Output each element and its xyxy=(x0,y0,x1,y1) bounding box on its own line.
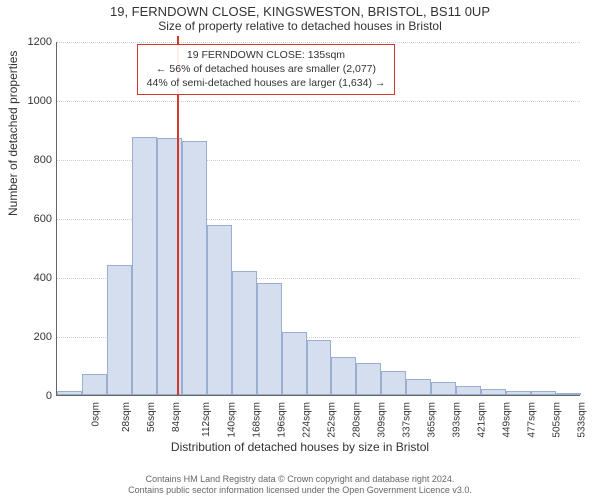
reference-info-box: 19 FERNDOWN CLOSE: 135sqm← 56% of detach… xyxy=(137,44,395,95)
footer-line-2: Contains public sector information licen… xyxy=(0,485,600,496)
histogram-bar xyxy=(307,340,332,395)
histogram-bar xyxy=(431,382,456,395)
page-title: 19, FERNDOWN CLOSE, KINGSWESTON, BRISTOL… xyxy=(0,4,600,19)
histogram-bar xyxy=(107,265,132,395)
x-tick-label: 224sqm xyxy=(302,402,313,438)
infobox-line: ← 56% of detached houses are smaller (2,… xyxy=(144,62,388,76)
histogram-bar xyxy=(481,389,506,395)
histogram-chart: Number of detached properties 19 FERNDOW… xyxy=(0,36,600,444)
infobox-line: 19 FERNDOWN CLOSE: 135sqm xyxy=(144,48,388,62)
x-tick-label: 28sqm xyxy=(121,402,132,432)
x-tick-label: 477sqm xyxy=(526,402,537,438)
x-tick-label: 337sqm xyxy=(401,402,412,438)
infobox-line: 44% of semi-detached houses are larger (… xyxy=(144,76,388,90)
x-tick-label: 252sqm xyxy=(327,402,338,438)
histogram-bar xyxy=(506,391,531,395)
y-axis-title: Number of detached properties xyxy=(6,51,20,216)
x-tick-label: 112sqm xyxy=(201,402,212,437)
y-tick-label: 0 xyxy=(8,390,52,402)
histogram-bar xyxy=(207,225,232,395)
x-tick-label: 56sqm xyxy=(146,402,157,432)
x-tick-label: 393sqm xyxy=(451,402,462,438)
y-tick-label: 600 xyxy=(8,213,52,225)
x-tick-label: 533sqm xyxy=(576,402,587,438)
x-tick-label: 309sqm xyxy=(377,402,388,438)
y-tick-label: 1000 xyxy=(8,95,52,107)
y-tick-label: 1200 xyxy=(8,36,52,48)
histogram-bar xyxy=(82,374,107,395)
histogram-bar xyxy=(381,371,406,395)
x-tick-label: 421sqm xyxy=(476,402,487,438)
y-tick-label: 200 xyxy=(8,331,52,343)
histogram-bar xyxy=(456,386,481,395)
x-tick-label: 84sqm xyxy=(171,402,182,432)
page-subtitle: Size of property relative to detached ho… xyxy=(0,19,600,33)
histogram-bar xyxy=(531,391,556,395)
y-tick-label: 800 xyxy=(8,154,52,166)
footer-attribution: Contains HM Land Registry data © Crown c… xyxy=(0,474,600,497)
x-tick-label: 168sqm xyxy=(252,402,263,438)
histogram-bar xyxy=(406,379,431,395)
x-axis-title: Distribution of detached houses by size … xyxy=(0,440,600,454)
histogram-bar xyxy=(257,283,282,395)
x-tick-label: 196sqm xyxy=(277,402,288,438)
y-tick-label: 400 xyxy=(8,272,52,284)
histogram-bar xyxy=(57,391,82,395)
x-tick-label: 505sqm xyxy=(551,402,562,438)
plot-area: 19 FERNDOWN CLOSE: 135sqm← 56% of detach… xyxy=(56,42,580,396)
histogram-bar xyxy=(356,363,381,395)
histogram-bar xyxy=(132,137,157,395)
gridline xyxy=(57,42,580,43)
x-tick-label: 280sqm xyxy=(352,402,363,438)
histogram-bar xyxy=(232,271,257,395)
x-tick-label: 449sqm xyxy=(501,402,512,438)
x-tick-label: 365sqm xyxy=(426,402,437,438)
histogram-bar xyxy=(282,332,307,395)
x-tick-label: 0sqm xyxy=(91,402,102,426)
histogram-bar xyxy=(556,393,581,395)
gridline xyxy=(57,101,580,102)
footer-line-1: Contains HM Land Registry data © Crown c… xyxy=(0,474,600,485)
x-tick-label: 140sqm xyxy=(227,402,238,438)
histogram-bar xyxy=(182,141,207,395)
histogram-bar xyxy=(331,357,356,395)
